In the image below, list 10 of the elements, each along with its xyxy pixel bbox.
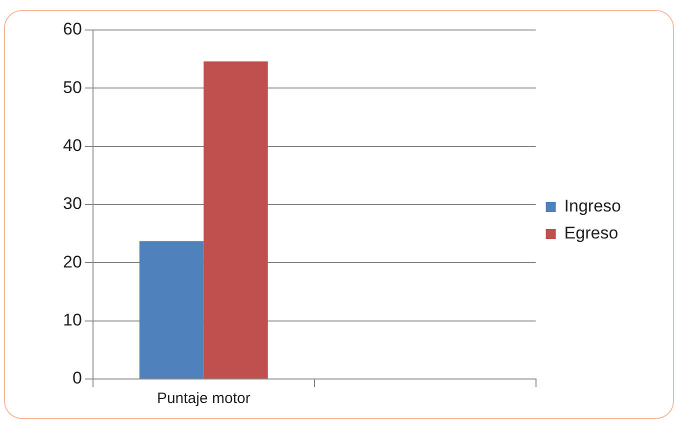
x-tick-label: Puntaje motor xyxy=(156,390,250,408)
y-tick-label: 30 xyxy=(62,194,82,214)
y-tick-label: 50 xyxy=(62,78,82,97)
y-tick-label: 10 xyxy=(62,310,82,330)
y-tick-label: 60 xyxy=(62,20,82,39)
legend-label: Egreso xyxy=(564,224,618,243)
y-tick-label: 20 xyxy=(62,252,82,272)
y-tick-label: 0 xyxy=(72,368,82,388)
y-tick-label: 40 xyxy=(62,136,82,156)
legend-label: Ingreso xyxy=(564,196,621,216)
